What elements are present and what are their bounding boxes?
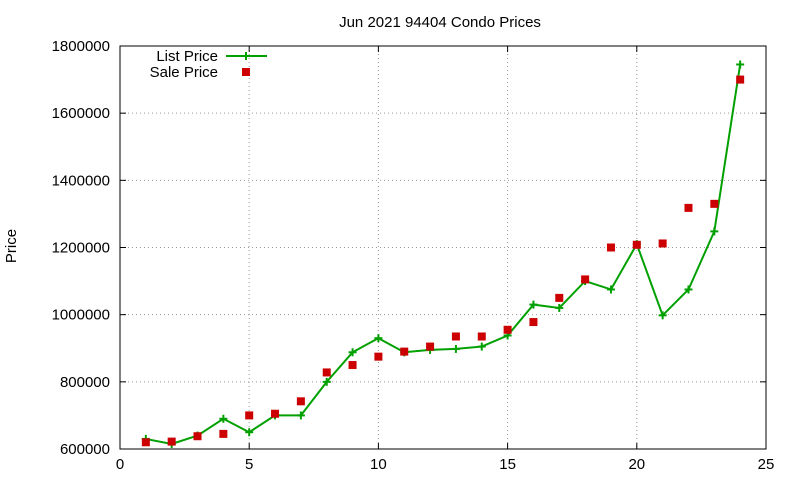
chart-title: Jun 2021 94404 Condo Prices (339, 14, 541, 31)
sale-price-point (581, 275, 590, 284)
sale-price-point (684, 203, 693, 212)
list-price-point (245, 428, 254, 437)
legend-item: List Price (156, 48, 267, 65)
sale-price-point (477, 332, 486, 341)
sale-price-point (529, 318, 538, 327)
sale-price-point (503, 325, 512, 334)
sale-price-point (374, 352, 383, 361)
x-tick-label: 15 (499, 456, 516, 473)
legend-item: Sale Price (150, 64, 250, 81)
list-price-point (322, 377, 331, 386)
sale-price-point (451, 332, 460, 341)
axes: 0 5 10 15 20 25 600000 800000 1000000 1200000 1400… (52, 38, 775, 473)
sale-price-point (555, 293, 564, 302)
legend-square-marker (242, 68, 250, 76)
sale-price-point (296, 397, 305, 406)
y-tick-label: 800000 (60, 374, 110, 391)
data-series (141, 60, 745, 448)
x-tick-label: 0 (116, 456, 124, 473)
list-price-point (684, 285, 693, 294)
sale-price-point (348, 361, 357, 370)
sale-price-point (193, 432, 202, 441)
sale-price-point (271, 409, 280, 418)
legend-label: Sale Price (150, 64, 218, 81)
sale-price-point (736, 75, 745, 84)
x-tick-label: 10 (370, 456, 387, 473)
sale-price-point (400, 347, 409, 356)
sale-price-point (426, 342, 435, 351)
list-price-point (736, 60, 745, 69)
y-tick-label: 1200000 (52, 240, 110, 257)
y-tick-label: 1400000 (52, 172, 110, 189)
list-price-point (296, 411, 305, 420)
y-tick-label: 1800000 (52, 38, 110, 55)
legend-plus-marker (242, 52, 250, 60)
y-tick-label: 1000000 (52, 307, 110, 324)
sale-price-point (322, 368, 331, 377)
y-tick-label: 1600000 (52, 105, 110, 122)
list-price-point (658, 311, 667, 320)
list-price-point (451, 344, 460, 353)
series-sale-price (141, 75, 745, 447)
list-price-point (374, 334, 383, 343)
y-axis-label: Price (3, 229, 20, 263)
list-price-point (219, 414, 228, 423)
sale-price-point (219, 429, 228, 438)
list-price-point (477, 342, 486, 351)
x-tick-label: 5 (245, 456, 253, 473)
y-tick-label: 600000 (60, 441, 110, 458)
list-price-point (606, 285, 615, 294)
sale-price-point (632, 240, 641, 249)
sale-price-point (167, 437, 176, 446)
list-price-point (555, 303, 564, 312)
sale-price-point (606, 243, 615, 252)
list-price-line (145, 64, 742, 445)
x-tick-label: 25 (758, 456, 775, 473)
list-price-point (348, 348, 357, 357)
sale-price-point (710, 199, 719, 208)
legend-label: List Price (156, 48, 218, 65)
list-price-point (529, 300, 538, 309)
x-tick-label: 20 (628, 456, 645, 473)
sale-price-point (245, 411, 254, 420)
sale-price-point (141, 438, 150, 447)
list-price-point (710, 227, 719, 236)
sale-price-point (658, 239, 667, 248)
